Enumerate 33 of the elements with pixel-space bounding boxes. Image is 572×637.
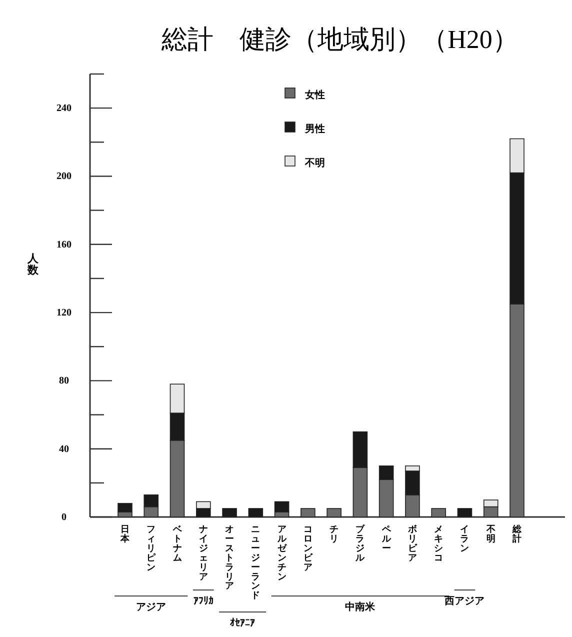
y-tick-label: 120 (56, 308, 72, 319)
x-tick-label: ペルー (380, 525, 392, 554)
y-tick-label: 40 (59, 444, 69, 455)
text: アジア (136, 602, 166, 613)
x-tick-label: イラン (460, 525, 470, 554)
y-tick-label: 160 (56, 239, 72, 250)
legend-label: 男性 (304, 123, 325, 135)
y-axis-title: 人数 (26, 252, 40, 277)
x-tick-label: フィリピン (146, 525, 157, 573)
x-tick-label: ボリビア (406, 524, 418, 564)
x-tick-label: チリ (330, 525, 339, 544)
x-tick-label: アルゼンチン (276, 525, 288, 582)
x-tick-label: ナイジェリア (198, 525, 208, 582)
y-tick-label: 240 (56, 103, 72, 114)
text: 中南米 (345, 601, 376, 613)
x-tick-label: 不明 (485, 524, 496, 544)
x-tick-label: 日本 (120, 524, 130, 544)
x-tick-label: ベトナム (172, 525, 183, 564)
legend-label: 不明 (304, 157, 325, 169)
x-tick-label: オーストラリア (225, 525, 234, 592)
text: ｱﾌﾘｶ (193, 595, 214, 607)
text: ｵｾｱﾆｱ (230, 617, 256, 629)
x-tick-label: コロンビア (303, 525, 314, 573)
legend-label: 女性 (304, 89, 325, 101)
x-tick-label: ニュージーランド (251, 525, 260, 602)
y-tick-label: 200 (56, 171, 72, 182)
x-tick-label: メキシコ (434, 525, 444, 564)
chart-title: 総計 健診（地域別）（H20） (160, 25, 518, 54)
x-tick-label: 総計 (512, 524, 522, 544)
y-tick-label: 0 (62, 512, 66, 523)
x-tick-label: ブラジル (354, 524, 366, 564)
y-tick-label: 80 (59, 376, 69, 387)
text: 西アジア (444, 596, 485, 607)
